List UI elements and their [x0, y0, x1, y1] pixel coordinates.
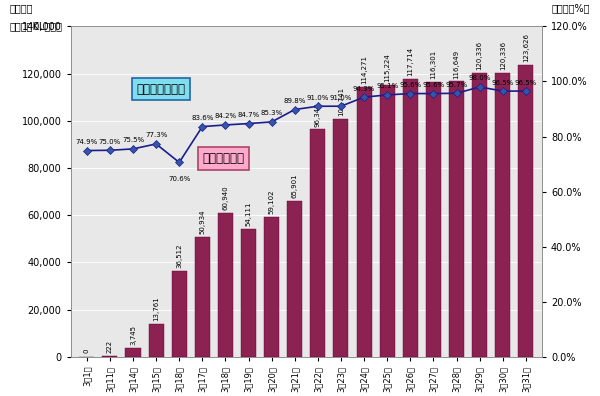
- Text: 3,745: 3,745: [130, 325, 136, 345]
- Text: 100,741: 100,741: [338, 87, 344, 116]
- Bar: [287, 201, 302, 357]
- Text: 65,901: 65,901: [292, 174, 298, 198]
- Bar: [403, 79, 418, 357]
- Text: 95.1%: 95.1%: [376, 84, 398, 89]
- Text: 96,343: 96,343: [315, 102, 321, 127]
- Text: 74.9%: 74.9%: [76, 139, 98, 145]
- Bar: [172, 270, 187, 357]
- Bar: [472, 73, 487, 357]
- Text: 原油処理増加: 原油処理増加: [203, 152, 245, 165]
- Text: 0: 0: [84, 349, 90, 353]
- Text: 原油処理: 原油処理: [10, 3, 33, 13]
- Text: 95.6%: 95.6%: [399, 82, 421, 88]
- Text: 91.0%: 91.0%: [330, 95, 352, 101]
- Text: 70.6%: 70.6%: [168, 176, 190, 182]
- Text: 222: 222: [107, 340, 113, 354]
- Bar: [195, 236, 210, 357]
- Text: 120,336: 120,336: [500, 41, 506, 70]
- Text: 増加量（KL／日）: 増加量（KL／日）: [10, 21, 62, 31]
- Text: 36,512: 36,512: [176, 243, 182, 268]
- Bar: [380, 85, 395, 357]
- Bar: [103, 356, 118, 357]
- Bar: [495, 73, 510, 357]
- Text: 稼働率（右軸）: 稼働率（右軸）: [137, 83, 185, 96]
- Text: 77.3%: 77.3%: [145, 132, 167, 139]
- Bar: [518, 65, 533, 357]
- Bar: [356, 87, 371, 357]
- Text: 89.8%: 89.8%: [284, 98, 306, 104]
- Text: 54,111: 54,111: [245, 202, 251, 226]
- Text: 115,224: 115,224: [384, 53, 390, 82]
- Text: 13,761: 13,761: [153, 297, 159, 322]
- Text: 123,626: 123,626: [523, 33, 529, 62]
- Text: 116,301: 116,301: [430, 50, 436, 80]
- Text: 75.0%: 75.0%: [99, 139, 121, 145]
- Text: 114,271: 114,271: [361, 55, 367, 84]
- Text: 96.5%: 96.5%: [515, 80, 537, 86]
- Bar: [264, 217, 279, 357]
- Text: 96.5%: 96.5%: [491, 80, 514, 86]
- Bar: [241, 229, 256, 357]
- Bar: [218, 213, 233, 357]
- Bar: [334, 119, 349, 357]
- Text: 85.3%: 85.3%: [260, 110, 283, 116]
- Text: 94.3%: 94.3%: [353, 86, 375, 91]
- Text: 98.0%: 98.0%: [469, 75, 491, 82]
- Text: 117,714: 117,714: [407, 47, 413, 76]
- Text: 120,336: 120,336: [476, 41, 482, 70]
- Bar: [125, 348, 140, 357]
- Text: 50,934: 50,934: [199, 209, 205, 234]
- Text: 83.6%: 83.6%: [191, 115, 214, 121]
- Bar: [449, 82, 464, 357]
- Text: 84.7%: 84.7%: [238, 112, 260, 118]
- Text: 91.0%: 91.0%: [307, 95, 329, 101]
- Text: 75.5%: 75.5%: [122, 137, 144, 143]
- Text: 95.6%: 95.6%: [422, 82, 445, 88]
- Bar: [310, 129, 325, 357]
- Bar: [426, 82, 441, 357]
- Text: 60,940: 60,940: [223, 185, 229, 210]
- Text: 84.2%: 84.2%: [214, 113, 236, 120]
- Bar: [149, 324, 164, 357]
- Text: 116,649: 116,649: [454, 50, 460, 79]
- Text: 95.7%: 95.7%: [445, 82, 467, 88]
- Text: 59,102: 59,102: [269, 190, 275, 215]
- Text: 稼働率（%）: 稼働率（%）: [551, 3, 590, 13]
